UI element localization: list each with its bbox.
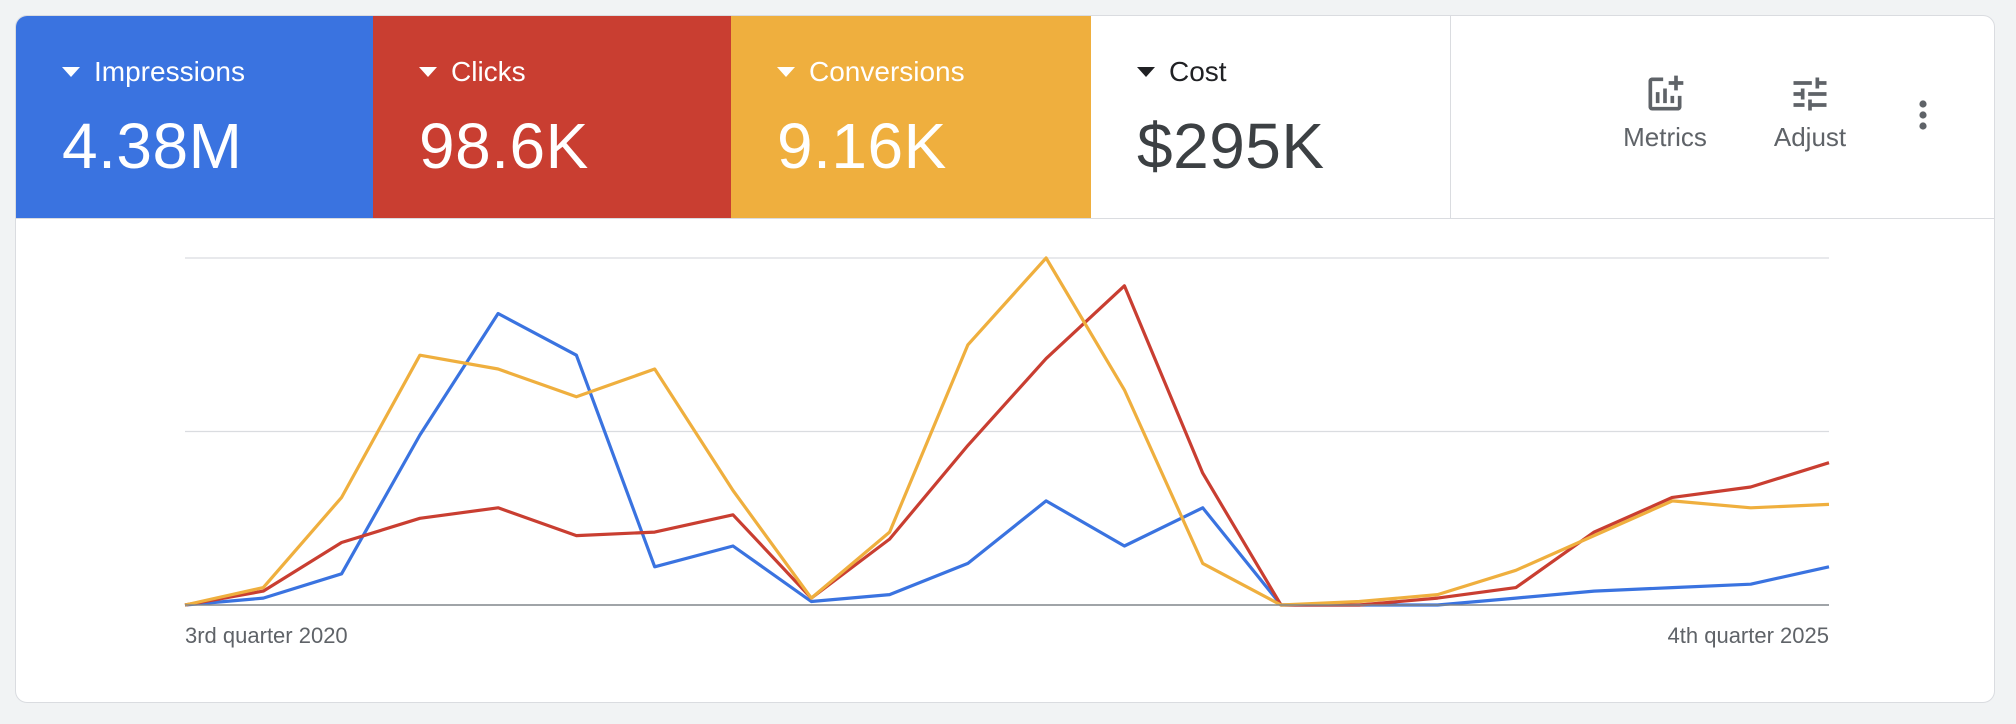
scorecard-label: Cost [1169, 56, 1227, 87]
series-line-conversions [184, 256, 1830, 607]
metrics-button[interactable]: Metrics [1605, 72, 1725, 153]
dropdown-caret-icon[interactable] [1137, 67, 1155, 77]
adjust-label: Adjust [1773, 122, 1847, 152]
chart-toolbar: Metrics Adjust [1451, 16, 1994, 218]
scorecard-value: 98.6K [419, 110, 589, 182]
chart-gridlines [185, 257, 1829, 433]
add-chart-icon [1648, 75, 1684, 111]
scorecard-clicks[interactable]: Clicks 98.6K [373, 16, 731, 218]
scorecard-cost[interactable]: Cost $295K [1091, 16, 1451, 218]
chart-series [184, 256, 1830, 607]
scorecard-conversions[interactable]: Conversions 9.16K [731, 16, 1091, 218]
scorecard-row: Impressions 4.38M Clicks 98.6K Conversio… [16, 16, 1994, 219]
scorecard-value: 9.16K [777, 110, 947, 182]
scorecard-value: 4.38M [62, 110, 243, 182]
x-axis-end-label: 4th quarter 2025 [1668, 623, 1829, 648]
scorecard-label: Conversions [809, 56, 965, 87]
performance-card: Impressions 4.38M Clicks 98.6K Conversio… [15, 15, 1995, 703]
series-line-impressions [184, 311, 1830, 607]
chart-svg: 3rd quarter 2020 4th quarter 2025 [184, 256, 1830, 648]
dropdown-caret-icon[interactable] [62, 67, 80, 77]
scorecard-value: $295K [1137, 110, 1325, 182]
metrics-label: Metrics [1623, 122, 1707, 152]
tune-icon [1793, 77, 1827, 111]
line-chart: 3rd quarter 2020 4th quarter 2025 [16, 219, 1994, 702]
x-axis-start-label: 3rd quarter 2020 [185, 623, 348, 648]
adjust-button[interactable]: Adjust [1750, 72, 1870, 153]
scorecard-label: Clicks [451, 56, 526, 87]
more-vert-icon[interactable] [1913, 98, 1933, 138]
scorecard-label: Impressions [94, 56, 245, 87]
dropdown-caret-icon[interactable] [777, 67, 795, 77]
scorecard-impressions[interactable]: Impressions 4.38M [16, 16, 373, 218]
dropdown-caret-icon[interactable] [419, 67, 437, 77]
series-line-clicks [184, 284, 1830, 607]
